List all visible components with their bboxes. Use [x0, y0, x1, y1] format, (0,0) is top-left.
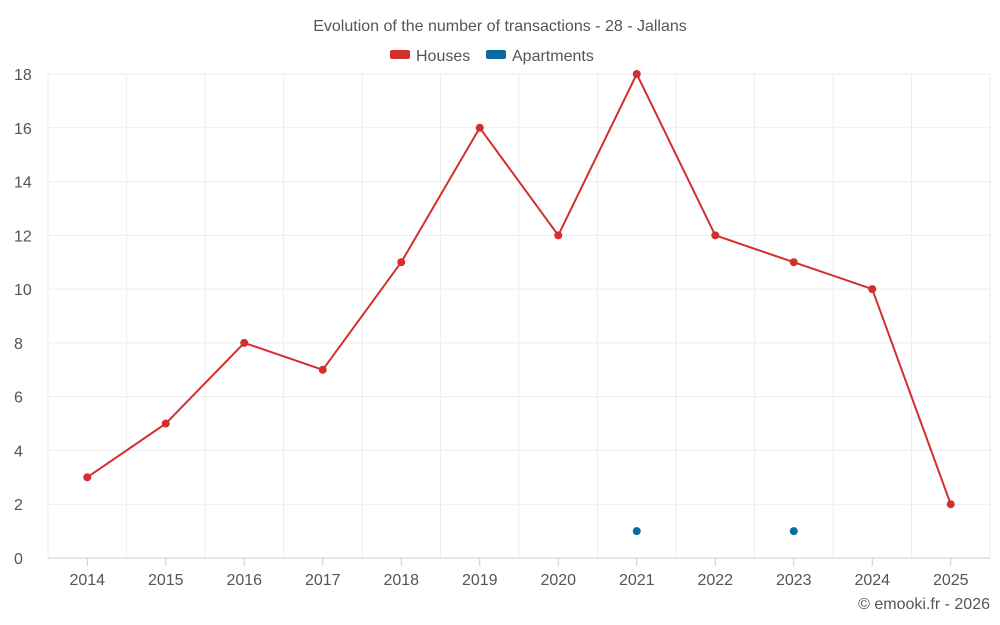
x-tick-label: 2025: [933, 572, 969, 589]
legend[interactable]: Houses Apartments: [390, 48, 594, 65]
data-point-houses[interactable]: [789, 258, 798, 267]
legend-swatch-apartments[interactable]: [486, 50, 506, 59]
series-layer: [83, 70, 955, 536]
data-point-houses[interactable]: [554, 231, 563, 240]
data-point-houses[interactable]: [946, 500, 955, 509]
data-point-houses[interactable]: [475, 123, 484, 132]
legend-label-houses[interactable]: Houses: [416, 48, 470, 65]
series-houses: [83, 70, 955, 509]
legend-swatch-houses[interactable]: [390, 50, 410, 59]
x-axis: 2014 2015 2016 2017 2018 2019 2020 2021 2022 2023…: [48, 557, 990, 589]
data-point-houses[interactable]: [711, 231, 720, 240]
x-tick-label: 2016: [226, 572, 262, 589]
y-tick-label: 18: [14, 67, 32, 84]
data-point-houses[interactable]: [318, 365, 327, 374]
y-tick-label: 2: [14, 497, 23, 514]
data-point-apartments[interactable]: [632, 527, 641, 536]
y-tick-label: 14: [14, 175, 32, 192]
x-tick-label: 2019: [462, 572, 498, 589]
y-tick-label: 8: [14, 336, 23, 353]
data-point-houses[interactable]: [240, 338, 249, 347]
chart-title: Evolution of the number of transactions …: [313, 18, 687, 35]
legend-label-apartments: Apartments: [512, 48, 594, 65]
x-tick-label: 2015: [148, 572, 184, 589]
series-apartments: [632, 527, 798, 536]
x-tick-label: 2024: [854, 572, 890, 589]
y-axis: 0 2 4 6 8 10 12 14 16 18: [14, 67, 32, 568]
x-tick-label: 2014: [69, 572, 105, 589]
x-tick-label: 2023: [776, 572, 812, 589]
data-point-houses[interactable]: [868, 285, 877, 294]
y-tick-label: 4: [14, 443, 23, 460]
y-tick-label: 12: [14, 228, 32, 245]
x-tick-label: 2022: [697, 572, 733, 589]
data-point-houses[interactable]: [83, 473, 92, 482]
y-tick-label: 16: [14, 121, 32, 138]
y-tick-label: 6: [14, 390, 23, 407]
x-tick-label: 2021: [619, 572, 655, 589]
data-point-houses[interactable]: [632, 70, 641, 78]
data-point-houses[interactable]: [161, 419, 170, 428]
data-point-houses[interactable]: [397, 258, 406, 267]
data-point-apartments[interactable]: [789, 527, 798, 536]
y-tick-label: 10: [14, 282, 32, 299]
x-tick-label: 2018: [383, 572, 419, 589]
x-tick-label: 2020: [540, 572, 576, 589]
credit-text: © emooki.fr - 2026: [858, 596, 990, 613]
y-tick-label: 0: [14, 551, 23, 568]
series-line-houses: [86, 73, 952, 505]
x-tick-label: 2017: [305, 572, 341, 589]
grid: [47, 73, 991, 559]
